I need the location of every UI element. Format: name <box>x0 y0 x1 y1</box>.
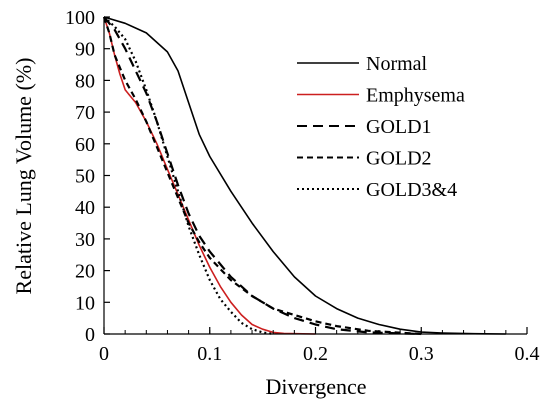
y-tick-label: 40 <box>75 197 95 219</box>
series-line-0 <box>103 16 506 335</box>
series-line-2 <box>103 16 422 336</box>
legend-label-0: Normal <box>366 53 428 75</box>
axes: 0 10 20 30 40 50 60 70 80 90 100 0 0.1 0.2 0.3 0.4 <box>65 7 540 365</box>
y-tick-label: 20 <box>75 261 95 283</box>
x-tick-label: 0.2 <box>303 343 328 365</box>
y-tick-label: 90 <box>75 39 95 61</box>
series-line-4 <box>103 16 274 336</box>
legend-label-4: GOLD3&4 <box>366 179 457 201</box>
legend-label-3: GOLD2 <box>366 148 432 170</box>
y-tick-label: 30 <box>75 229 95 251</box>
x-axis-label: Divergence <box>266 374 367 399</box>
y-tick-label: 10 <box>75 292 95 314</box>
x-tick-label: 0.4 <box>515 343 540 365</box>
y-axis-label: Relative Lung Volume (%) <box>11 58 36 295</box>
series-line-3 <box>102 16 422 336</box>
y-tick-label: 0 <box>85 324 95 346</box>
legend-label-2: GOLD1 <box>366 116 432 138</box>
y-tick-label: 50 <box>75 166 95 188</box>
y-tick-label: 60 <box>75 134 95 156</box>
x-tick-label: 0.3 <box>409 343 434 365</box>
y-tick-label: 70 <box>75 102 95 124</box>
series-line-1 <box>103 16 316 335</box>
y-tick-label: 80 <box>75 70 95 92</box>
legend-label-1: Emphysema <box>366 85 465 107</box>
plot-area <box>102 16 506 336</box>
x-tick-label: 0 <box>99 343 109 365</box>
legend: Normal Emphysema GOLD1 GOLD2 GOLD3&4 <box>297 53 465 201</box>
y-tick-label: 100 <box>65 7 95 29</box>
x-tick-label: 0.1 <box>197 343 222 365</box>
